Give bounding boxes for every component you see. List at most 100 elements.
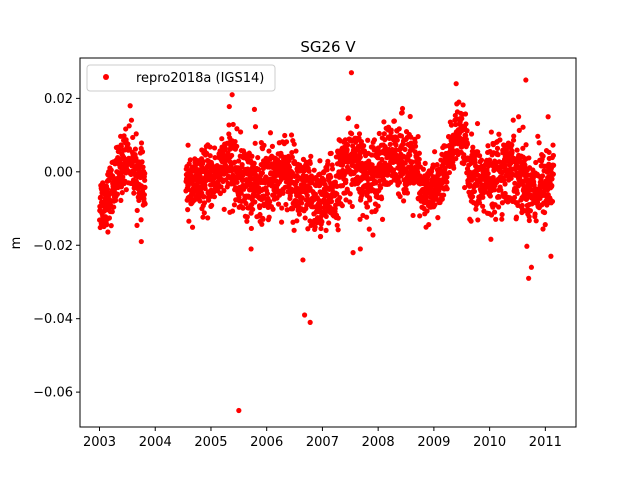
data-point <box>530 175 536 181</box>
data-point <box>448 122 455 128</box>
data-point <box>394 137 400 143</box>
y-tick-label: −0.04 <box>33 312 73 327</box>
data-point <box>335 215 341 221</box>
data-point <box>255 154 261 161</box>
data-point <box>535 133 541 139</box>
data-point <box>540 153 546 159</box>
data-point <box>267 198 273 205</box>
data-point <box>123 126 129 132</box>
data-point <box>422 160 428 166</box>
x-tick-label: 2008 <box>362 435 395 450</box>
data-point <box>186 218 192 224</box>
data-point <box>261 142 267 148</box>
data-point <box>299 200 305 206</box>
data-point <box>378 196 385 202</box>
data-point <box>523 196 530 203</box>
data-point <box>131 190 137 196</box>
data-point <box>539 173 546 179</box>
data-point <box>408 134 414 140</box>
data-point <box>241 150 247 156</box>
data-point <box>142 170 148 177</box>
data-point <box>116 147 122 153</box>
data-point <box>138 217 144 223</box>
data-point <box>511 194 518 201</box>
legend-entry: repro2018a (IGS14) <box>136 71 264 86</box>
data-point <box>375 155 381 161</box>
data-point <box>255 166 262 173</box>
data-point <box>229 92 235 98</box>
data-point <box>473 206 479 212</box>
data-point <box>121 133 127 139</box>
data-point <box>120 174 126 180</box>
data-point <box>404 190 411 196</box>
data-point <box>221 206 227 212</box>
data-point <box>496 204 502 210</box>
data-point <box>141 192 147 198</box>
y-tick-label: 0.02 <box>44 92 73 107</box>
y-axis: 0.02 0.00 −0.02 −0.04 −0.06 <box>33 92 80 401</box>
data-point <box>108 223 114 229</box>
data-point <box>243 200 249 206</box>
data-point <box>532 211 538 217</box>
data-point <box>388 127 394 133</box>
data-point <box>361 148 368 154</box>
data-point <box>142 177 148 183</box>
data-point <box>314 220 320 226</box>
y-axis-label: m <box>9 237 24 250</box>
data-point <box>251 160 257 166</box>
data-point <box>382 160 388 166</box>
data-point <box>423 194 429 200</box>
data-point <box>123 187 129 193</box>
data-point <box>317 204 323 211</box>
legend-marker <box>103 74 109 80</box>
data-point <box>526 275 532 281</box>
data-point <box>138 238 144 245</box>
data-point <box>283 201 289 208</box>
data-point <box>324 192 330 198</box>
data-point <box>399 105 406 112</box>
data-point <box>493 216 499 222</box>
data-point <box>350 250 356 256</box>
data-point <box>476 200 483 206</box>
data-point <box>509 142 515 148</box>
data-point <box>391 118 397 124</box>
data-point <box>526 217 532 224</box>
data-point <box>126 123 132 129</box>
data-point <box>266 214 272 220</box>
data-point <box>420 166 426 172</box>
data-point <box>201 194 207 200</box>
data-point <box>349 131 355 137</box>
data-point <box>475 149 481 155</box>
data-point <box>498 187 504 193</box>
data-point <box>365 137 371 143</box>
data-point <box>376 130 382 137</box>
scatter-points <box>96 70 557 414</box>
data-point <box>453 156 459 162</box>
data-point <box>393 142 399 148</box>
data-point <box>381 131 387 137</box>
data-point <box>325 158 331 164</box>
data-point <box>444 179 450 185</box>
data-point <box>323 227 329 233</box>
data-point <box>290 206 296 212</box>
data-point <box>108 167 114 173</box>
data-point <box>249 153 255 159</box>
data-point <box>142 184 148 190</box>
data-point <box>207 153 213 159</box>
data-point <box>252 199 258 205</box>
data-point <box>412 143 419 149</box>
data-point <box>217 190 223 197</box>
data-point <box>125 141 131 147</box>
data-point <box>475 217 481 223</box>
data-point <box>367 197 373 203</box>
data-point <box>343 177 349 183</box>
data-point <box>328 150 334 156</box>
data-point <box>301 312 308 318</box>
data-point <box>451 165 457 171</box>
data-point <box>317 233 324 240</box>
data-point <box>550 142 556 148</box>
data-point <box>548 253 554 259</box>
data-point <box>130 134 136 141</box>
data-point <box>416 156 422 162</box>
data-point <box>229 152 235 159</box>
